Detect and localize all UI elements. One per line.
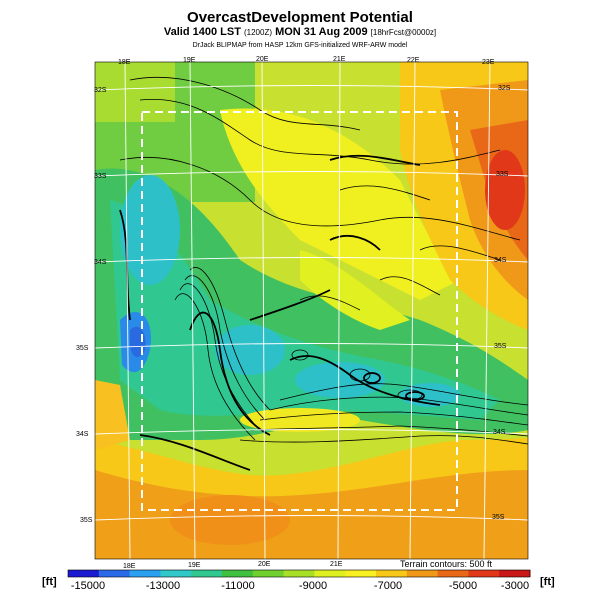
- lon-label: 18E: [118, 59, 131, 66]
- lat-label: 35S: [76, 345, 89, 352]
- colorbar-swatch: [468, 570, 500, 577]
- colorbar-frame: [67, 569, 531, 578]
- colorbar-swatch: [222, 570, 254, 577]
- lat-label: 34S: [494, 257, 507, 264]
- lat-label: 33S: [496, 171, 509, 178]
- lon-label: 20E: [258, 561, 271, 568]
- inner-domain-box: [141, 111, 458, 511]
- colorbar-tick-label: -3000: [500, 580, 530, 592]
- colorbar-swatch: [98, 570, 131, 577]
- lat-label: 32S: [94, 87, 107, 94]
- valid-date: MON 31 Aug 2009: [275, 26, 368, 38]
- colorbar-tick-label: -5000: [448, 580, 478, 592]
- terrain-contours: [119, 76, 528, 445]
- lat-labels-right: 32S 33S 34S 35S 34S 35S: [492, 85, 511, 521]
- lon-label: 21E: [330, 561, 343, 568]
- colorbar-unit-left: [ft]: [42, 576, 57, 588]
- colorbar-swatch: [283, 570, 315, 577]
- colorbar-swatch: [252, 570, 285, 577]
- lat-labels-left: 32S 33S 34S 35S 34S 35S: [76, 87, 107, 524]
- lat-label: 34S: [76, 431, 89, 438]
- colorbar-unit-right: [ft]: [540, 576, 555, 588]
- lat-label: 34S: [493, 429, 506, 436]
- lat-label: 33S: [94, 173, 107, 180]
- colorbar-swatch: [499, 570, 531, 577]
- lat-label: 35S: [492, 514, 505, 521]
- terrain-contour-note: Terrain contours: 500 ft: [400, 559, 493, 569]
- colorbar-tick-label: -13000: [145, 580, 181, 592]
- colorbar-swatch: [376, 570, 408, 577]
- colorbar-tick-label: -15000: [70, 580, 106, 592]
- lon-label: 18E: [123, 563, 136, 570]
- lat-label: 35S: [494, 343, 507, 350]
- overcast-development-field: [95, 62, 528, 559]
- valid-prefix: Valid 1400 LST: [163, 26, 241, 38]
- map-frame: [94, 61, 529, 560]
- lon-label: 22E: [407, 57, 420, 64]
- colorbar-tick-label: -9000: [298, 580, 328, 592]
- lon-label: 19E: [183, 57, 196, 64]
- colorbar-swatch: [345, 570, 377, 577]
- colorbar-swatch: [406, 570, 439, 577]
- lon-label: 20E: [256, 56, 269, 63]
- valid-zulu: (1200Z): [243, 28, 272, 37]
- map-title: OvercastDevelopment Potential: [187, 9, 413, 26]
- forecast-hour: [18hrFcst@0000z]: [370, 28, 437, 37]
- colorbar-swatch: [191, 570, 223, 577]
- lon-labels-top: 18E 19E 20E 21E 22E 23E: [118, 56, 495, 66]
- lat-label: 32S: [498, 85, 511, 92]
- lat-lon-grid: [95, 62, 528, 559]
- colorbar-swatch: [437, 570, 469, 577]
- colorbar-swatch: [129, 570, 161, 577]
- colorbar-swatch: [68, 570, 100, 577]
- lon-label: 23E: [482, 59, 495, 66]
- model-credit: DrJack BLIPMAP from HASP 12km GFS-initia…: [192, 42, 408, 49]
- colorbar-tick-label: -11000: [221, 580, 255, 592]
- lat-label: 34S: [94, 259, 107, 266]
- colorbar: [67, 569, 531, 578]
- colorbar-tick-label: -7000: [373, 580, 403, 592]
- lon-label: 19E: [188, 562, 201, 569]
- lon-labels-bottom: 18E 19E 20E 21E: [123, 561, 343, 570]
- lat-label: 35S: [80, 517, 93, 524]
- valid-time-line: Valid 1400 LST (1200Z) MON 31 Aug 2009 […: [0, 26, 600, 38]
- colorbar-swatch: [314, 570, 346, 577]
- lon-label: 21E: [333, 56, 346, 63]
- thick-contours: [119, 154, 441, 471]
- colorbar-swatch: [160, 570, 192, 577]
